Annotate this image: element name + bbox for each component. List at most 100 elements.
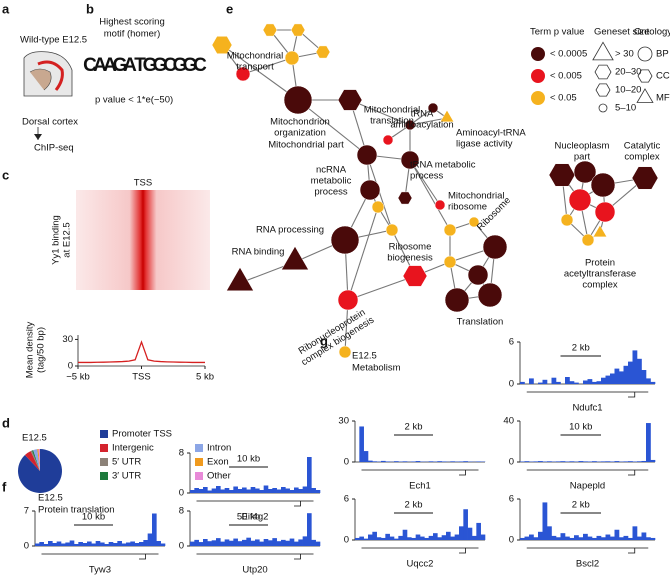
signal-bar (368, 460, 373, 462)
node-label: process (314, 187, 348, 198)
signal-bar (578, 461, 584, 462)
y-tick-label: 0 (179, 541, 184, 552)
y-tick-label: 6 (509, 337, 514, 348)
network-node (382, 134, 394, 146)
legend-swatch (100, 458, 108, 466)
legend-label: Intron (207, 443, 231, 454)
signal-bar (569, 461, 575, 462)
node-label: Translation (457, 317, 504, 328)
signal-bar (389, 536, 395, 540)
signal-bar (56, 541, 62, 546)
signal-bar (437, 461, 442, 462)
edge (349, 99, 411, 126)
y-tick-label: 0 (344, 457, 349, 468)
signal-bar (294, 541, 299, 546)
motif-letter: C (163, 55, 177, 76)
pie-slice (24, 451, 40, 471)
signal-bar (207, 490, 212, 493)
signal-bar (524, 536, 530, 540)
signal-bar (203, 487, 208, 493)
node-label: process (410, 171, 444, 182)
signal-bar (211, 488, 217, 493)
signal-bar (583, 380, 588, 384)
signal-bar (289, 490, 295, 493)
signal-bar (95, 541, 101, 546)
node-label: Protein (585, 258, 615, 269)
pie-slice (17, 449, 62, 494)
network-node (330, 225, 360, 255)
network-node (385, 223, 399, 237)
motif-letter: T (134, 55, 146, 76)
signal-bar (556, 381, 561, 384)
signal-bar (628, 461, 633, 462)
signal-bar (596, 381, 602, 384)
y-tick-label: 0 (179, 488, 184, 499)
network-node (581, 233, 595, 247)
legend-marker (531, 91, 545, 105)
signal-bar (463, 461, 468, 462)
legend-marker (637, 46, 653, 62)
network-node (468, 216, 480, 228)
signal-bar (565, 536, 570, 540)
signal-bar (394, 538, 399, 540)
signal-bar (476, 461, 481, 462)
gene-bracket (526, 391, 649, 398)
panel-label: c (2, 167, 9, 182)
network-node (337, 289, 359, 311)
scale-label: 2 kb (572, 343, 590, 354)
signal-bar (446, 531, 451, 540)
signal-bar (601, 461, 606, 462)
label: Dorsal cortex (22, 117, 78, 128)
label: motif (homer) (104, 29, 160, 40)
signal-bar (411, 461, 416, 462)
legend-swatch (195, 472, 203, 480)
signal-bar (637, 358, 642, 384)
network-node (356, 144, 378, 166)
network-node (590, 172, 616, 198)
node-label: tRNA metabolic (410, 160, 476, 171)
signal-bar (220, 541, 225, 546)
signal-bar (272, 488, 277, 493)
signal-bar (605, 375, 611, 384)
signal-bar (229, 490, 234, 493)
panel-label: d (2, 415, 10, 430)
signal-bar (376, 537, 382, 540)
signal-bar (560, 533, 566, 540)
signal-bar (632, 461, 638, 462)
edge (409, 159, 451, 231)
signal-bar (646, 423, 651, 462)
signal-bar (285, 488, 290, 493)
y-tick-label: 0 (68, 361, 73, 372)
gene-bracket (196, 500, 314, 507)
network-node (427, 102, 439, 114)
motif-letter: A (93, 55, 107, 76)
profile-line (78, 340, 205, 364)
signal-bar (632, 526, 638, 540)
signal-bar (428, 461, 434, 462)
legend-label: MF (656, 93, 670, 104)
network-node (262, 23, 278, 37)
legend-marker (598, 103, 608, 113)
signal-bar (307, 457, 312, 493)
signal-bar (463, 509, 468, 540)
signal-bar (556, 461, 561, 462)
label: E12.5 (38, 493, 63, 504)
node-label: complex (582, 280, 618, 291)
signal-bar (246, 537, 251, 546)
node-label: Mitochondrial (227, 51, 284, 62)
network-node (359, 179, 381, 201)
network-node (439, 109, 455, 123)
signal-bar (268, 489, 273, 493)
motif-letter: G (153, 55, 168, 76)
signal-bar (476, 522, 481, 540)
network-node (315, 45, 331, 59)
y-tick-label: 6 (509, 494, 514, 505)
signal-bar (619, 537, 624, 540)
y-tick-label: 8 (179, 448, 184, 459)
signal-bar (276, 489, 282, 493)
signal-bar (402, 461, 408, 462)
signal-bar (43, 544, 49, 546)
signal-bar (100, 542, 105, 546)
node-label: RNA binding (232, 247, 285, 258)
signal-bar (623, 535, 629, 540)
